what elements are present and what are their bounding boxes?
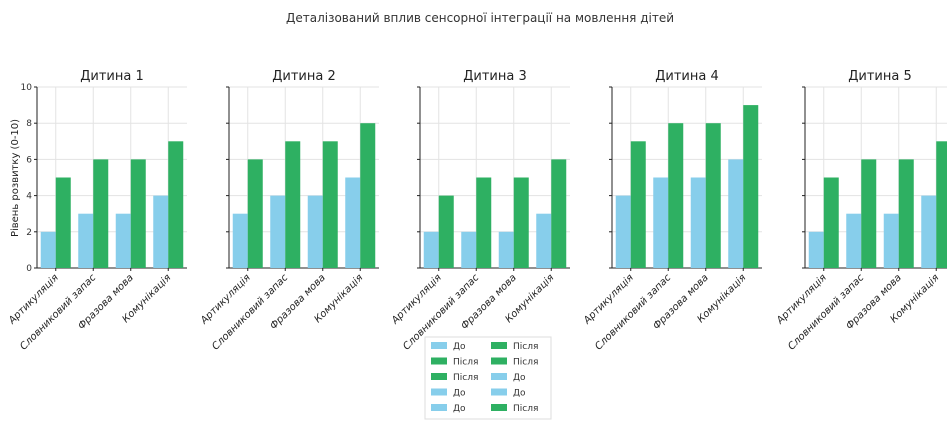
bar-before	[115, 213, 131, 268]
chart-title: Деталізований вплив сенсорної інтеграції…	[286, 11, 674, 25]
bar-before	[690, 177, 706, 268]
legend-label: До	[513, 373, 526, 383]
bar-before	[728, 159, 744, 268]
y-tick-label: 4	[26, 192, 32, 202]
legend-label: До	[453, 404, 466, 414]
bar-before	[270, 195, 286, 268]
bar-after	[130, 159, 146, 268]
legend-swatch	[491, 404, 507, 411]
legend-label: Після	[513, 404, 538, 414]
legend-swatch	[491, 388, 507, 396]
legend-swatch	[431, 373, 447, 380]
bar-after	[476, 177, 492, 268]
bar-after	[705, 123, 721, 268]
bar-after	[360, 123, 376, 268]
bar-after	[247, 159, 263, 268]
y-tick-label: 8	[26, 119, 32, 129]
panel-title: Дитина 4	[655, 69, 719, 84]
bar-before	[846, 213, 862, 268]
bar-before	[153, 195, 169, 268]
category-label: Словниковий запас	[593, 272, 673, 352]
bar-before	[232, 213, 248, 268]
legend: До Після Після До До Після Після До До Після	[424, 336, 552, 420]
legend-label: До	[513, 389, 526, 399]
bar-after	[823, 177, 839, 268]
bar-before	[536, 213, 552, 268]
bar-before	[653, 177, 669, 268]
bar-before	[883, 213, 899, 268]
legend-swatch	[431, 342, 447, 349]
legend-label: До	[453, 342, 466, 352]
panel-title: Дитина 5	[848, 69, 912, 84]
bar-after	[936, 141, 947, 268]
y-tick-label: 10	[21, 83, 33, 93]
category-label: Словниковий запас	[786, 272, 866, 352]
bar-after	[861, 159, 877, 268]
y-tick-label: 2	[26, 228, 32, 238]
legend-label: Після	[513, 342, 538, 352]
bar-after	[630, 141, 646, 268]
bar-after	[285, 141, 301, 268]
bar-after	[551, 159, 567, 268]
bar-before	[615, 195, 631, 268]
category-label: Словниковий запас	[18, 272, 98, 352]
legend-swatch	[431, 404, 447, 411]
bar-before	[498, 231, 514, 268]
legend-label: Після	[453, 358, 478, 368]
legend-swatch	[491, 357, 507, 365]
bar-before	[921, 195, 937, 268]
panel-title: Дитина 1	[80, 69, 144, 84]
panel-title: Дитина 2	[272, 69, 336, 84]
bar-after	[322, 141, 338, 268]
bar-before	[40, 231, 56, 268]
bar-after	[55, 177, 71, 268]
y-tick-label: 0	[26, 264, 32, 274]
legend-label: Після	[453, 373, 478, 383]
category-label: Словниковий запас	[210, 272, 290, 352]
legend-label: До	[453, 389, 466, 399]
bar-before	[461, 231, 477, 268]
y-axis-label: Рівень розвитку (0-10)	[9, 119, 21, 237]
bar-before	[307, 195, 323, 268]
bar-after	[743, 105, 759, 268]
bar-after	[93, 159, 109, 268]
bar-after	[168, 141, 184, 268]
legend-swatch	[431, 388, 447, 396]
bar-after	[438, 195, 454, 268]
bar-before	[78, 213, 94, 268]
legend-swatch	[491, 342, 507, 349]
legend-swatch	[431, 357, 447, 365]
legend-swatch	[491, 373, 507, 380]
bar-before	[808, 231, 824, 268]
legend-label: Після	[513, 358, 538, 368]
bar-after	[513, 177, 529, 268]
bar-after	[898, 159, 914, 268]
bar-before	[423, 231, 439, 268]
bar-before	[345, 177, 361, 268]
y-tick-label: 6	[26, 155, 32, 165]
bar-after	[668, 123, 684, 268]
panel-title: Дитина 3	[463, 69, 527, 84]
